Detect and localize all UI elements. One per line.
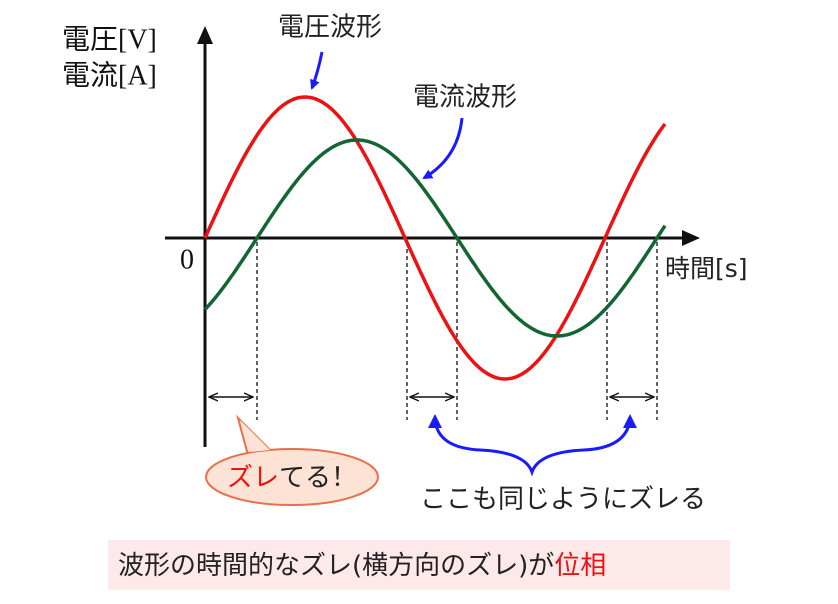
x-label: 時間[s] [665,254,748,283]
voltage-wave [203,95,667,381]
y-label-voltage: 電圧[V] [62,24,157,55]
origin-label: 0 [180,244,194,275]
caption-highlight: 位相 [554,551,606,581]
callout-text: ズレてる！ [227,463,357,493]
brace [433,419,632,477]
y-arrow [197,26,213,44]
voltage-wave-label: 電圧波形 [278,13,382,43]
callout-bubble [205,448,379,506]
x-arrow [682,230,700,246]
callout-rest: てる！ [279,463,357,493]
caption: 波形の時間的なズレ(横方向のズレ)が位相 [118,551,606,581]
brace-heads [428,414,637,428]
caption-text: 波形の時間的なズレ(横方向のズレ)が [118,551,554,581]
callout-highlight: ズレ [227,463,279,493]
caption-bg [108,540,730,590]
current-wave [203,138,667,338]
guides [256,242,658,420]
current-wave-label: 電流波形 [413,83,517,113]
y-label-current: 電流[A] [62,59,157,91]
voltage-pointer [310,51,324,90]
brace-note: ここも同じようにズレる [420,485,706,515]
current-pointer [422,117,464,180]
